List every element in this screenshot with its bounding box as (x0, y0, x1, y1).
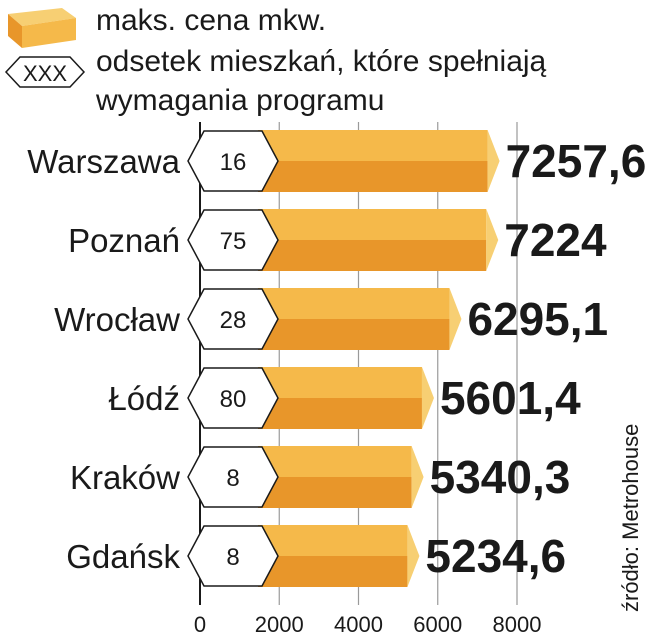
bar-top-face (258, 446, 412, 477)
bar-row: 16 Warszawa 7257,6 (27, 130, 645, 192)
value-label: 5340,3 (430, 451, 571, 503)
legend: maks. cena mkw. XXX odsetek mieszkań, kt… (4, 4, 547, 117)
tick-label: 6000 (413, 612, 462, 637)
percent-label: 80 (220, 386, 247, 413)
value-label: 5234,6 (425, 530, 566, 582)
value-label: 5601,4 (440, 372, 581, 424)
percent-hexagon (187, 367, 279, 429)
bar-end-cap (411, 446, 424, 508)
city-label: Łódź (108, 380, 180, 417)
legend-percent-label-line2: wymagania programu (95, 84, 384, 117)
bar-top-face (258, 209, 487, 240)
tick-label: 4000 (334, 612, 383, 637)
bar-top-face (258, 367, 422, 398)
hexagon-icon: XXX (4, 56, 86, 88)
bar-row: 80 Łódź 5601,4 (108, 367, 581, 429)
city-label: Warszawa (27, 143, 180, 180)
bar-bottom-face (258, 240, 487, 271)
percent-hexagon (187, 209, 279, 271)
percent-hexagon (187, 446, 279, 508)
legend-percent-label-line1: odsetek mieszkań, które spełniają (96, 45, 547, 78)
bar-end-cap (486, 209, 499, 271)
city-label: Kraków (70, 459, 180, 496)
percent-hexagon (187, 288, 279, 350)
city-label: Poznań (68, 222, 180, 259)
percent-label: 8 (226, 465, 239, 492)
city-label: Wrocław (54, 301, 180, 338)
bars: 16 Warszawa 7257,6 75 Poznań 7224 28 Wrocław 629… (27, 130, 645, 587)
percent-label: 75 (220, 228, 247, 255)
bar-end-cap (449, 288, 462, 350)
legend-price-label: maks. cena mkw. (96, 4, 326, 37)
tick-label: 0 (194, 612, 206, 637)
x-axis-ticks: 0 2000 4000 6000 8000 (194, 612, 542, 637)
percent-hexagon (187, 525, 279, 587)
tick-label: 8000 (493, 612, 542, 637)
percent-label: 28 (220, 307, 247, 334)
legend-hex-symbol: XXX (23, 61, 67, 86)
bar-row: 8 Gdańsk 5234,6 (66, 525, 566, 587)
value-label: 7257,6 (506, 135, 645, 187)
bar-row: 75 Poznań 7224 (68, 209, 607, 271)
value-label: 6295,1 (467, 293, 608, 345)
bar-top-face (258, 288, 450, 319)
bar-bottom-face (258, 556, 408, 587)
percent-hexagon (187, 130, 279, 192)
box-icon (8, 8, 76, 48)
source-note: źródło: Metrohouse (618, 424, 643, 612)
bar-end-cap (421, 367, 434, 429)
city-label: Gdańsk (66, 538, 180, 575)
tick-label: 2000 (255, 612, 304, 637)
value-label: 7224 (504, 214, 607, 266)
bar-bottom-face (258, 319, 450, 350)
bar-top-face (258, 130, 488, 161)
percent-label: 8 (226, 544, 239, 571)
bar-bottom-face (258, 161, 488, 192)
percent-label: 16 (220, 149, 247, 176)
bar-end-cap (407, 525, 420, 587)
bar-top-face (258, 525, 408, 556)
bar-end-cap (487, 130, 500, 192)
gridlines (199, 122, 518, 605)
bar-row: 28 Wrocław 6295,1 (54, 288, 608, 350)
bar-row: 8 Kraków 5340,3 (70, 446, 570, 508)
bar-bottom-face (258, 398, 422, 429)
bar-bottom-face (258, 477, 412, 508)
